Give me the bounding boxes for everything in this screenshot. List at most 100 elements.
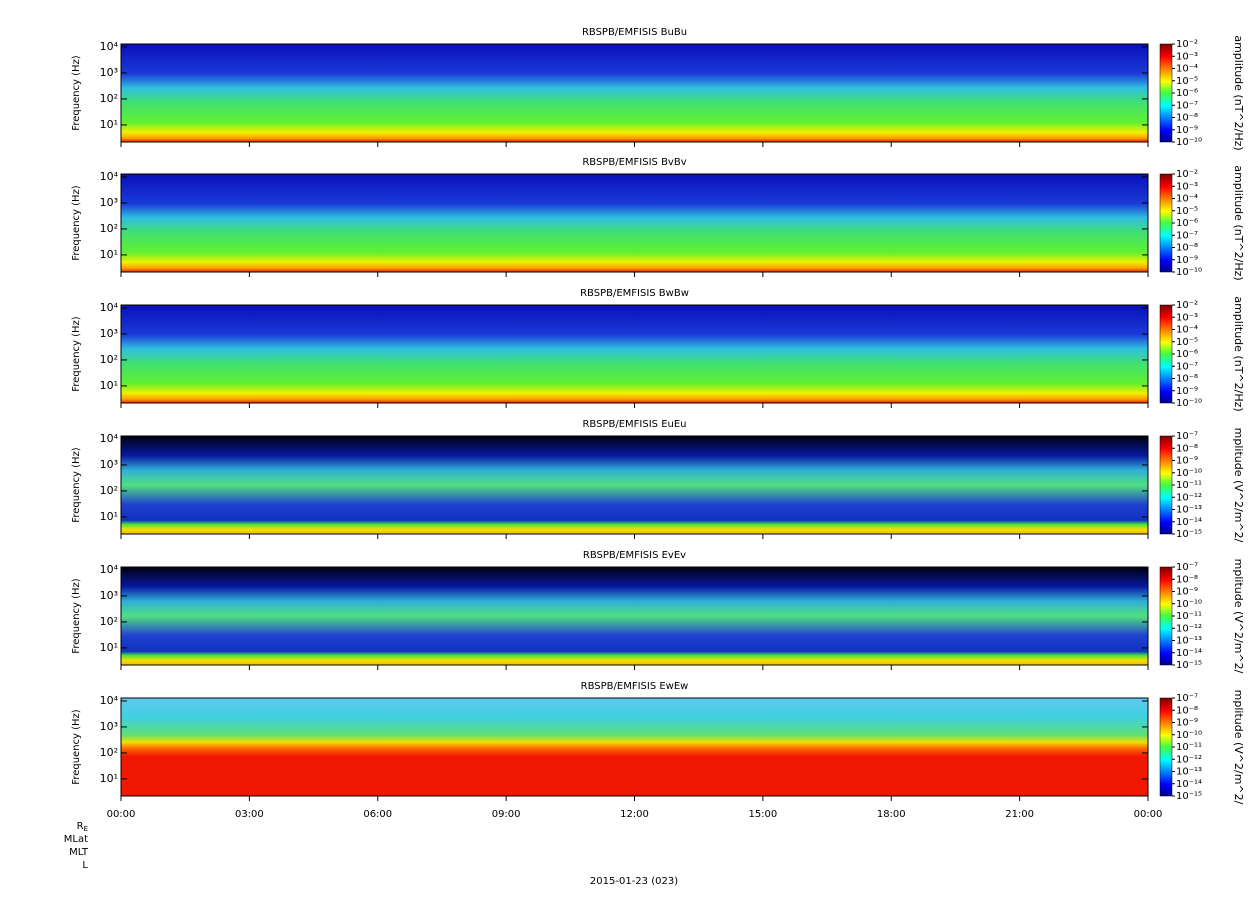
colorbar-tick-label: 10⁻¹³: [1176, 505, 1202, 516]
y-axis-label: Frequency (Hz): [71, 447, 82, 523]
colorbar-tick-label: 10⁻²: [1176, 39, 1198, 50]
y-axis-label: Frequency (Hz): [71, 578, 82, 654]
colorbar-tick-label: 10⁻⁷: [1176, 230, 1198, 241]
footer-row-label: L: [82, 860, 88, 871]
colorbar-tick-label: 10⁻³: [1176, 312, 1198, 323]
colorbar-label: amplitude (nT^2/Hz): [1232, 165, 1245, 280]
y-tick-label: 10⁴: [100, 40, 119, 53]
colorbar-tick-label: 10⁻¹⁰: [1176, 267, 1202, 278]
colorbar-tick-label: 10⁻⁹: [1176, 456, 1198, 467]
colorbar-tick-label: 10⁻³: [1176, 181, 1198, 192]
y-axis-label: Frequency (Hz): [71, 55, 82, 131]
panel-title: RBSPB/EMFISIS EwEw: [581, 681, 689, 692]
colorbar-tick-label: 10⁻⁹: [1176, 718, 1198, 729]
panel-title: RBSPB/EMFISIS BvBv: [582, 157, 686, 168]
colorbar-tick-label: 10⁻¹⁵: [1176, 529, 1202, 540]
y-tick-label: 10³: [100, 589, 118, 602]
colorbar-tick-label: 10⁻⁸: [1176, 574, 1198, 585]
x-tick-label: 06:00: [363, 809, 392, 820]
colorbar: [1159, 304, 1173, 404]
y-tick-label: 10¹: [100, 641, 118, 654]
colorbar-tick-label: 10⁻⁶: [1176, 88, 1198, 99]
y-axis-label: Frequency (Hz): [71, 185, 82, 261]
colorbar-tick-label: 10⁻¹⁰: [1176, 468, 1202, 479]
panel-title: RBSPB/EMFISIS EvEv: [583, 550, 686, 561]
y-axis-label: Frequency (Hz): [71, 709, 82, 785]
colorbar-tick-label: 10⁻⁵: [1176, 337, 1198, 348]
colorbar-tick-label: 10⁻⁶: [1176, 349, 1198, 360]
footer-row-main: R: [77, 821, 84, 832]
y-tick-label: 10²: [100, 92, 118, 105]
colorbar-tick-label: 10⁻¹⁴: [1176, 779, 1202, 790]
colorbar-tick-label: 10⁻²: [1176, 169, 1198, 180]
colorbar-tick-label: 10⁻⁴: [1176, 325, 1198, 336]
x-tick-label: 00:00: [107, 809, 136, 820]
x-tick-label: 18:00: [877, 809, 906, 820]
colorbar: [1159, 697, 1173, 797]
spectrogram-image: [121, 698, 1148, 796]
spectrogram-image: [121, 44, 1148, 142]
y-tick-label: 10³: [100, 720, 118, 733]
colorbar-tick-label: 10⁻¹¹: [1176, 611, 1202, 622]
colorbar-tick-label: 10⁻²: [1176, 300, 1198, 311]
spectrogram-image: [121, 305, 1148, 403]
colorbar-tick-label: 10⁻⁷: [1176, 431, 1198, 442]
colorbar-tick-label: 10⁻⁹: [1176, 587, 1198, 598]
colorbar-tick-label: 10⁻¹⁰: [1176, 730, 1202, 741]
y-tick-label: 10⁴: [100, 563, 119, 576]
y-tick-label: 10³: [100, 458, 118, 471]
y-tick-label: 10⁴: [100, 170, 119, 183]
colorbar-tick-label: 10⁻⁸: [1176, 243, 1198, 254]
x-tick-label: 21:00: [1005, 809, 1034, 820]
panel-title: RBSPB/EMFISIS BuBu: [582, 27, 687, 38]
colorbar-tick-label: 10⁻¹²: [1176, 754, 1202, 765]
colorbar-tick-label: 10⁻⁹: [1176, 255, 1198, 266]
y-tick-label: 10¹: [100, 248, 118, 261]
colorbar-tick-label: 10⁻⁷: [1176, 100, 1198, 111]
colorbar-tick-label: 10⁻¹²: [1176, 623, 1202, 634]
y-tick-label: 10²: [100, 615, 118, 628]
x-tick-label: 09:00: [492, 809, 521, 820]
colorbar-tick-label: 10⁻¹⁵: [1176, 791, 1202, 802]
colorbar-tick-label: 10⁻⁷: [1176, 693, 1198, 704]
colorbar-tick-label: 10⁻¹²: [1176, 492, 1202, 503]
colorbar-tick-label: 10⁻¹⁴: [1176, 648, 1202, 659]
y-tick-label: 10³: [100, 66, 118, 79]
colorbar-tick-label: 10⁻¹¹: [1176, 480, 1202, 491]
colorbar-label: mplitude (V^2/m^2/: [1232, 690, 1245, 805]
colorbar-tick-label: 10⁻⁵: [1176, 76, 1198, 87]
colorbar-tick-label: 10⁻⁵: [1176, 206, 1198, 217]
footer-row-label: RE: [77, 821, 88, 833]
colorbar-tick-label: 10⁻³: [1176, 51, 1198, 62]
colorbar-tick-label: 10⁻⁸: [1176, 113, 1198, 124]
y-tick-label: 10¹: [100, 118, 118, 131]
panel-title: RBSPB/EMFISIS BwBw: [580, 288, 689, 299]
colorbar-tick-label: 10⁻¹⁰: [1176, 599, 1202, 610]
colorbar-label: amplitude (nT^2/Hz): [1232, 296, 1245, 411]
footer-row-label: MLT: [69, 847, 89, 858]
colorbar-label: mplitude (V^2/m^2/: [1232, 428, 1245, 543]
date-label: 2015-01-23 (023): [590, 876, 678, 887]
spectrogram-image: [121, 436, 1148, 534]
colorbar-tick-label: 10⁻¹¹: [1176, 742, 1202, 753]
colorbar-tick-label: 10⁻¹³: [1176, 636, 1202, 647]
colorbar-label: amplitude (nT^2/Hz): [1232, 35, 1245, 150]
y-tick-label: 10³: [100, 196, 118, 209]
y-tick-label: 10²: [100, 746, 118, 759]
footer-row-main: L: [82, 860, 88, 871]
colorbar-tick-label: 10⁻⁹: [1176, 125, 1198, 136]
y-tick-label: 10¹: [100, 510, 118, 523]
panel-title: RBSPB/EMFISIS EuEu: [582, 419, 686, 430]
colorbar-label: mplitude (V^2/m^2/: [1232, 559, 1245, 674]
footer-row-main: MLat: [64, 834, 88, 845]
x-tick-label: 03:00: [235, 809, 264, 820]
colorbar-tick-label: 10⁻⁷: [1176, 562, 1198, 573]
colorbar-tick-label: 10⁻¹⁰: [1176, 398, 1202, 409]
colorbar-tick-label: 10⁻¹³: [1176, 767, 1202, 778]
footer-row-main: MLT: [69, 847, 89, 858]
footer-row-label: MLat: [64, 834, 88, 845]
x-tick-label: 00:00: [1134, 809, 1163, 820]
colorbar-tick-label: 10⁻⁴: [1176, 64, 1198, 75]
x-tick-label: 15:00: [748, 809, 777, 820]
colorbar-tick-label: 10⁻⁹: [1176, 386, 1198, 397]
